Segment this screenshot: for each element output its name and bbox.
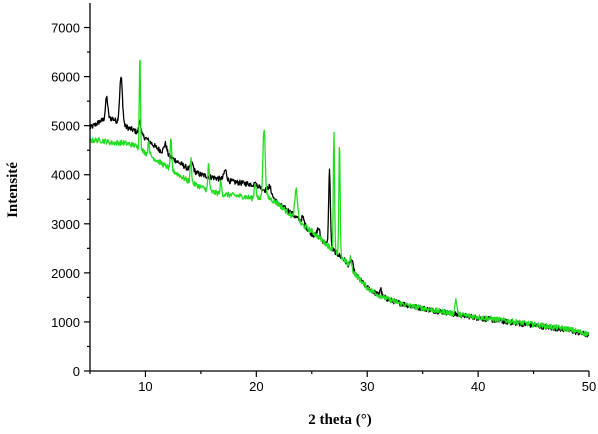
x-tick-label: 50	[582, 379, 596, 394]
x-tick-label: 20	[249, 379, 263, 394]
x-tick-label: 10	[138, 379, 152, 394]
y-tick-label: 0	[73, 364, 80, 379]
y-tick-label: 6000	[51, 70, 80, 85]
y-tick-label: 3000	[51, 217, 80, 232]
y-tick-label: 4000	[51, 168, 80, 183]
series-line-1	[90, 76, 589, 338]
x-axis-title: 2 theta (°)	[308, 412, 371, 428]
y-tick-label: 7000	[51, 21, 80, 36]
x-tick-label: 40	[471, 379, 485, 394]
y-tick-label: 1000	[51, 315, 80, 330]
y-tick-label: 5000	[51, 119, 80, 134]
x-tick-label: 30	[360, 379, 374, 394]
plot-area	[90, 59, 589, 338]
axes: 10 20 30 40 50 0 1000 2000 3000 4000 5000 6000 7000	[51, 3, 596, 394]
y-axis-title: Intensité	[5, 162, 21, 218]
series-line-2	[90, 59, 589, 337]
y-tick-label: 2000	[51, 266, 80, 281]
